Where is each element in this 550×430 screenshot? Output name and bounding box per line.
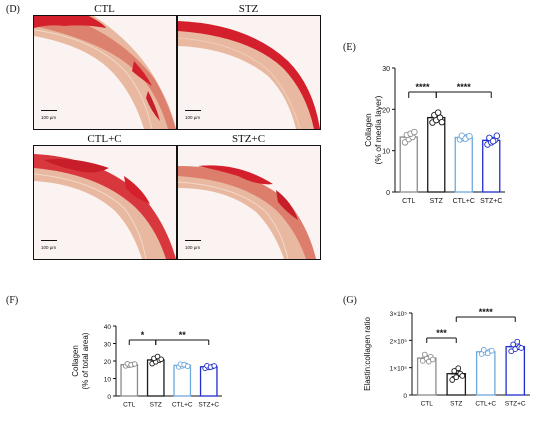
data-point xyxy=(411,128,418,136)
x-tick-label: STZ xyxy=(450,401,462,408)
y-tick-label: 0 xyxy=(386,190,390,197)
scale-bar xyxy=(41,240,57,241)
significance-label: **** xyxy=(457,82,472,92)
bar xyxy=(505,345,526,396)
y-tick-label: 20 xyxy=(382,107,390,114)
micrograph-title-ctl: CTL xyxy=(94,3,115,15)
panel-label-g: (G) xyxy=(343,295,357,306)
significance-label: *** xyxy=(436,328,447,338)
tissue-section-ctl xyxy=(34,16,176,129)
chart-g-elastin-collagen: 0 1×10⁵ 2×10⁵ 3×10⁵ Elastin:collagen ratio CT… xyxy=(363,307,530,408)
data-point xyxy=(459,373,466,379)
bar xyxy=(146,359,165,397)
data-point xyxy=(466,132,473,140)
scale-bar xyxy=(185,110,201,111)
data-point xyxy=(434,109,442,116)
tissue-section-stzc xyxy=(178,146,320,259)
chart-f-collagen-total: 0 10 20 30 40 Collagen (% of total area) CTL STZ… xyxy=(71,324,222,409)
data-point xyxy=(510,341,517,348)
data-point xyxy=(484,350,491,357)
scale-text: 100 µm xyxy=(185,245,201,250)
y-tick-label: 10 xyxy=(104,377,112,384)
y-tick-label: 30 xyxy=(104,342,112,349)
x-tick-label: STZ xyxy=(430,198,444,205)
data-point xyxy=(421,351,428,358)
micrograph-ctl: 100 µm xyxy=(33,15,177,130)
bar xyxy=(454,136,473,193)
data-point xyxy=(154,353,161,360)
data-point xyxy=(480,347,487,353)
data-point xyxy=(518,345,525,351)
bar xyxy=(173,364,192,397)
scale-bar xyxy=(185,240,201,241)
scale-bar xyxy=(41,110,57,111)
data-point xyxy=(429,356,436,363)
x-tick-label: CTL xyxy=(421,401,434,408)
y-tick-label: 2×10⁵ xyxy=(390,338,408,345)
x-tick-label: CTL+C xyxy=(475,401,496,408)
micrograph-title-stz: STZ xyxy=(238,3,259,15)
micrograph-title-ctlc: CTL+C xyxy=(87,133,122,145)
bar xyxy=(475,351,496,396)
data-point xyxy=(455,365,462,372)
y-axis-label-sub: (% of media layer) xyxy=(373,95,383,164)
micrograph-title-stzc: STZ+C xyxy=(231,133,266,145)
significance-label: **** xyxy=(479,307,494,317)
y-axis-label-sub: (% of total area) xyxy=(81,332,90,389)
y-tick-label: 1×10⁵ xyxy=(390,366,408,373)
tissue-section-ctlc xyxy=(34,146,176,259)
bar xyxy=(427,116,446,193)
tissue-section-stz xyxy=(178,16,320,129)
y-tick-label: 20 xyxy=(104,359,112,366)
y-tick-label: 10 xyxy=(382,149,390,156)
x-tick-label: STZ+C xyxy=(198,402,219,409)
scale-text: 100 µm xyxy=(41,115,57,120)
micrograph-ctlc: 100 µm xyxy=(33,145,177,260)
data-point xyxy=(211,363,217,369)
panel-label-d: (D) xyxy=(6,4,20,15)
scale-text: 100 µm xyxy=(41,245,57,250)
data-point xyxy=(131,361,138,367)
significance-label: ** xyxy=(179,330,187,340)
data-point xyxy=(453,374,460,381)
bar xyxy=(399,136,418,193)
data-point xyxy=(493,132,501,140)
x-tick-label: CTL xyxy=(123,402,136,409)
x-tick-label: CTL+C xyxy=(453,198,475,205)
y-tick-label: 30 xyxy=(382,66,390,73)
y-axis-label: Collagen xyxy=(71,345,80,377)
data-point xyxy=(438,118,446,126)
data-point xyxy=(514,338,521,345)
bar xyxy=(120,364,139,397)
x-tick-label: STZ xyxy=(150,402,162,409)
x-tick-label: CTL xyxy=(402,198,415,205)
chart-e-collagen-media: 0 10 20 30 Collagen (% of media layer) CTL STZ C… xyxy=(365,66,505,205)
bar xyxy=(482,139,501,193)
bar xyxy=(199,366,218,397)
panel-label-f: (F) xyxy=(6,295,19,306)
y-tick-label: 0 xyxy=(403,393,407,400)
data-point xyxy=(488,347,495,354)
data-point xyxy=(158,356,164,363)
data-point xyxy=(184,363,191,370)
data-point xyxy=(451,368,458,374)
data-point xyxy=(489,137,497,145)
panel-label-e: (E) xyxy=(343,42,356,53)
y-axis-label: Collagen xyxy=(365,113,373,147)
y-axis-label: Elastin:collagen ratio xyxy=(363,317,372,391)
scale-text: 100 µm xyxy=(185,115,201,120)
significance-label: **** xyxy=(415,82,430,92)
data-point xyxy=(449,377,456,383)
micrograph-stzc: 100 µm xyxy=(177,145,321,260)
x-tick-label: CTL+C xyxy=(172,402,193,409)
y-tick-label: 0 xyxy=(107,394,111,401)
y-tick-label: 3×10⁵ xyxy=(390,311,408,318)
x-tick-label: STZ+C xyxy=(480,198,502,205)
y-tick-label: 40 xyxy=(104,324,112,331)
micrograph-stz: 100 µm xyxy=(177,15,321,130)
significance-label: * xyxy=(141,330,145,340)
x-tick-label: STZ+C xyxy=(505,401,526,408)
